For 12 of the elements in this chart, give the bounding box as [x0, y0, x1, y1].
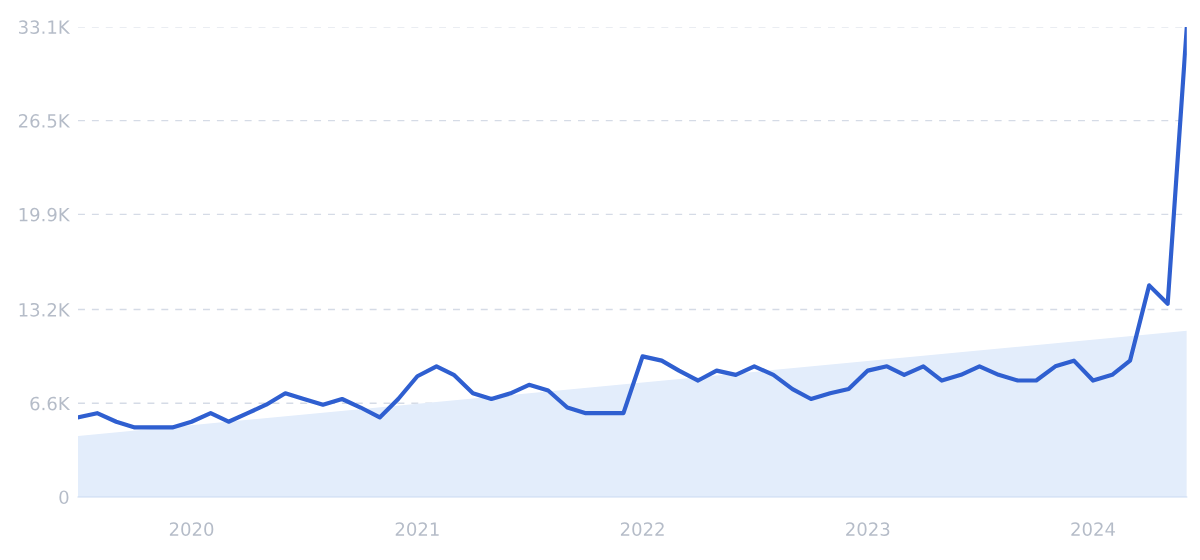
x-tick-label: 2024	[1071, 522, 1115, 536]
line-series	[78, 26, 1187, 430]
y-tick-label: 6.6K	[30, 396, 71, 411]
x-tick-label: 2023	[846, 522, 890, 536]
x-tick-label: 2022	[620, 522, 664, 536]
y-tick-label: 33.1K	[19, 20, 71, 34]
y-tick-label: 13.2K	[19, 302, 71, 317]
x-tick-label: 2020	[169, 522, 214, 536]
x-tick-label: 2021	[395, 522, 439, 536]
y-tick-label: 19.9K	[19, 207, 71, 222]
y-tick-label: 26.5K	[18, 114, 71, 128]
y-tick-label: 0	[59, 490, 69, 505]
